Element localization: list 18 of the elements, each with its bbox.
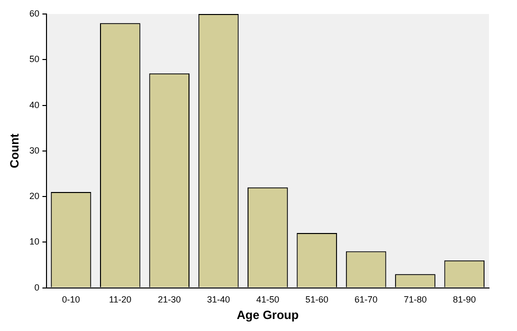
y-tick-label: 30 xyxy=(29,145,40,156)
y-tick-label: 20 xyxy=(29,191,40,202)
y-tick-label: 40 xyxy=(29,100,40,110)
x-tick-label: 21-30 xyxy=(158,294,181,305)
x-tick-label: 51-60 xyxy=(305,294,328,305)
x-tick-label: 71-80 xyxy=(404,294,427,305)
x-tick-label: 31-40 xyxy=(207,294,230,305)
x-tick-label: 81-90 xyxy=(452,294,476,305)
x-tick-label: 61-70 xyxy=(354,294,378,305)
x-axis-title: Age Group xyxy=(236,308,299,322)
y-tick-label: 10 xyxy=(29,236,40,247)
y-axis-title: Count xyxy=(8,134,22,168)
x-tick-label: 11-20 xyxy=(108,294,132,305)
y-tick-label: 60 xyxy=(29,8,40,18)
y-tick-label: 0 xyxy=(34,282,40,292)
y-tick-label: 50 xyxy=(29,54,40,64)
x-tick-label: 0-10 xyxy=(62,294,80,305)
x-tick-label: 41-50 xyxy=(256,294,280,305)
